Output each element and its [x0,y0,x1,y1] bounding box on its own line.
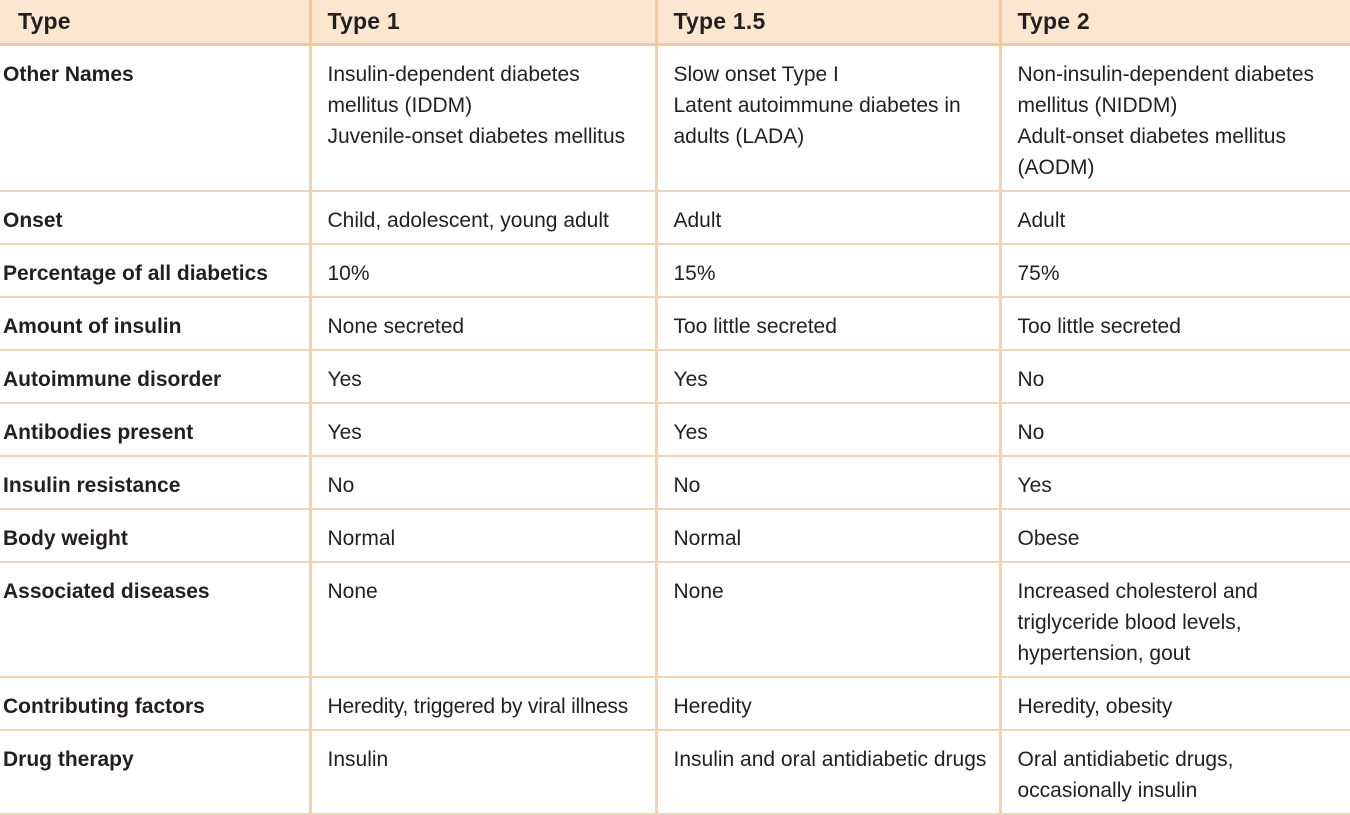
cell-line: Adult-onset diabetes mellitus (AODM) [1017,125,1286,179]
cell-line: Slow onset Type I [673,63,839,86]
cell-type-2: No [1000,403,1350,457]
table-row-amount-of-insulin: Amount of insulin None secreted Too litt… [0,297,1350,351]
cell-type-2: Heredity, obesity [1000,677,1350,731]
table-row-other-names: Other Names Insulin-dependent diabetes m… [0,44,1350,192]
row-label: Antibodies present [0,403,312,457]
cell-type-1-5: Heredity [656,677,1002,731]
row-label: Percentage of all diabetics [0,244,312,298]
cell-type-1: Yes [310,403,658,457]
cell-type-2: Yes [1000,456,1350,510]
cell-line: Juvenile-onset diabetes mellitus [327,125,626,148]
cell-type-2: No [1000,350,1350,404]
row-label: Contributing factors [0,677,312,731]
cell-type-1: None [310,562,658,678]
table-row-insulin-resistance: Insulin resistance No No Yes [0,456,1350,510]
row-label: Amount of insulin [0,297,312,351]
cell-line: Latent autoimmune diabetes in adults (LA… [673,94,961,148]
table-row-contributing-factors: Contributing factors Heredity, triggered… [0,677,1350,731]
table-row-autoimmune: Autoimmune disorder Yes Yes No [0,350,1350,404]
cell-type-1-5: Adult [656,191,1002,245]
table-header: Type Type 1 Type 1.5 Type 2 [0,0,1350,46]
header-type-2: Type 2 [1000,0,1350,46]
cell-line: Insulin-dependent diabetes mellitus (IDD… [327,63,580,117]
row-label: Onset [0,191,312,245]
table-row-drug-therapy: Drug therapy Insulin Insulin and oral an… [0,730,1350,815]
cell-type-2: Too little secreted [1000,297,1350,351]
cell-type-1: Insulin-dependent diabetes mellitus (IDD… [310,44,658,192]
table-row-body-weight: Body weight Normal Normal Obese [0,509,1350,563]
cell-type-2: Non-insulin-dependent diabetes mellitus … [1000,44,1350,192]
header-type-1-5: Type 1.5 [656,0,1002,46]
cell-type-1: Heredity, triggered by viral illness [310,677,658,731]
cell-type-1-5: Too little secreted [656,297,1002,351]
cell-type-1-5: 15% [656,244,1002,298]
header-row: Type Type 1 Type 1.5 Type 2 [0,0,1350,46]
table-row-antibodies: Antibodies present Yes Yes No [0,403,1350,457]
row-label: Autoimmune disorder [0,350,312,404]
table-row-percentage: Percentage of all diabetics 10% 15% 75% [0,244,1350,298]
cell-type-2: Oral antidiabetic drugs, occasionally in… [1000,730,1350,815]
cell-type-1-5: None [656,562,1002,678]
row-label: Drug therapy [0,730,312,815]
row-label: Other Names [0,44,312,192]
cell-type-1-5: Insulin and oral antidiabetic drugs [656,730,1002,815]
cell-type-1: Insulin [310,730,658,815]
cell-type-2: 75% [1000,244,1350,298]
cell-type-2: Obese [1000,509,1350,563]
cell-type-1: Normal [310,509,658,563]
row-label: Body weight [0,509,312,563]
cell-line: Non-insulin-dependent diabetes mellitus … [1017,63,1315,117]
table-row-associated-diseases: Associated diseases None None Increased … [0,562,1350,678]
row-label: Associated diseases [0,562,312,678]
row-label: Insulin resistance [0,456,312,510]
cell-type-1: Child, adolescent, young adult [310,191,658,245]
cell-type-1-5: No [656,456,1002,510]
cell-type-1-5: Slow onset Type I Latent autoimmune diab… [656,44,1002,192]
cell-type-1: No [310,456,658,510]
header-type-1: Type 1 [310,0,658,46]
table-body: Other Names Insulin-dependent diabetes m… [0,44,1350,815]
cell-type-2: Increased cholesterol and triglyceride b… [1000,562,1350,678]
cell-type-1: Yes [310,350,658,404]
cell-type-1-5: Yes [656,350,1002,404]
header-type: Type [0,0,312,46]
cell-type-1: 10% [310,244,658,298]
cell-type-2: Adult [1000,191,1350,245]
cell-type-1-5: Normal [656,509,1002,563]
cell-type-1-5: Yes [656,403,1002,457]
table-row-onset: Onset Child, adolescent, young adult Adu… [0,191,1350,245]
cell-type-1: None secreted [310,297,658,351]
